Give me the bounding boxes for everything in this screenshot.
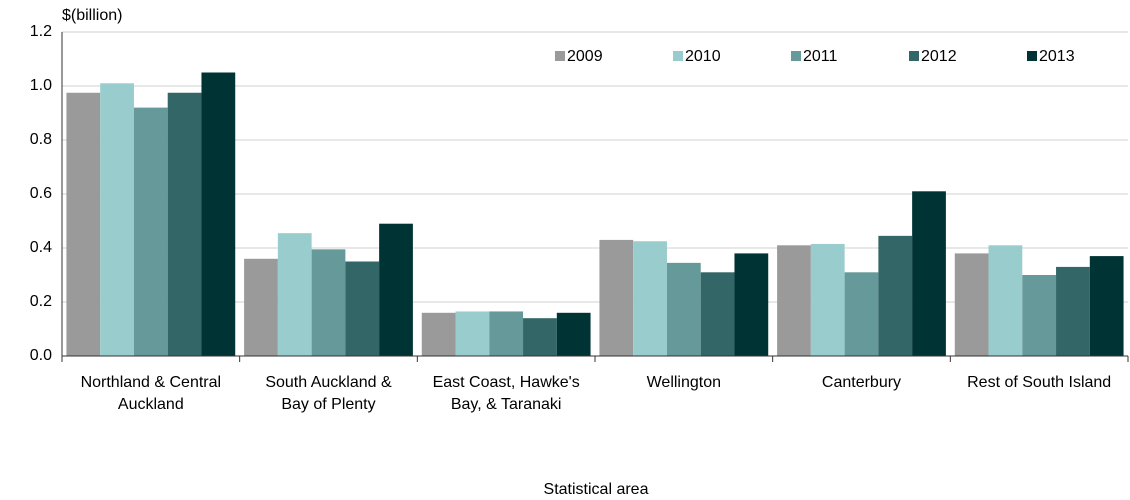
x-tick-label: Rest of South Island — [967, 374, 1112, 391]
legend-swatch — [791, 51, 801, 61]
legend-label: 2013 — [1039, 48, 1075, 65]
bar — [201, 72, 236, 356]
bar — [66, 92, 101, 356]
y-axis-label: $(billion) — [62, 7, 122, 24]
bar — [379, 223, 413, 356]
bar — [133, 107, 168, 356]
bar — [878, 235, 913, 356]
bar — [311, 249, 346, 356]
x-tick-label: Wellington — [646, 374, 722, 391]
legend-swatch — [1027, 51, 1037, 61]
bar — [277, 233, 312, 356]
y-tick-label: 0.0 — [30, 347, 52, 364]
bar — [844, 272, 879, 356]
legend-label: 2011 — [803, 48, 838, 65]
bar — [1022, 275, 1057, 356]
bar — [421, 312, 456, 356]
y-tick-label: 0.2 — [30, 293, 52, 310]
bar — [633, 241, 667, 356]
bar — [167, 92, 202, 356]
legend-swatch — [555, 51, 565, 61]
bar — [666, 262, 701, 356]
bar — [700, 272, 735, 356]
bar — [244, 258, 278, 356]
bar — [1056, 266, 1090, 356]
bar — [455, 311, 490, 356]
y-tick-label: 0.4 — [30, 239, 52, 256]
y-tick-label: 0.6 — [30, 185, 52, 202]
bar — [954, 253, 989, 356]
bar — [599, 239, 634, 356]
bar — [810, 243, 845, 356]
legend-label: 2010 — [685, 48, 721, 65]
bar — [734, 253, 769, 356]
bar — [100, 83, 134, 357]
legend-swatch — [909, 51, 919, 61]
y-tick-label: 1.2 — [30, 23, 52, 40]
bar — [345, 261, 380, 356]
legend-label: 2012 — [921, 48, 957, 65]
x-tick-label: South Auckland & Bay of Plenty — [265, 374, 392, 413]
bar — [489, 311, 524, 356]
legend-label: 2009 — [567, 48, 603, 65]
y-tick-label: 0.8 — [30, 131, 52, 148]
bar — [777, 245, 811, 356]
bar — [523, 318, 557, 356]
bar — [988, 245, 1023, 356]
x-axis-label: Statistical area — [544, 481, 649, 498]
x-tick-label: East Coast, Hawke's Bay, & Taranaki — [432, 374, 580, 413]
x-tick-label: Northland & Central Auckland — [80, 374, 222, 413]
bar — [556, 312, 591, 356]
x-tick-label: Canterbury — [821, 374, 902, 391]
legend-swatch — [673, 51, 683, 61]
bar — [1089, 256, 1124, 356]
bar — [912, 191, 946, 356]
y-tick-label: 1.0 — [30, 77, 52, 94]
